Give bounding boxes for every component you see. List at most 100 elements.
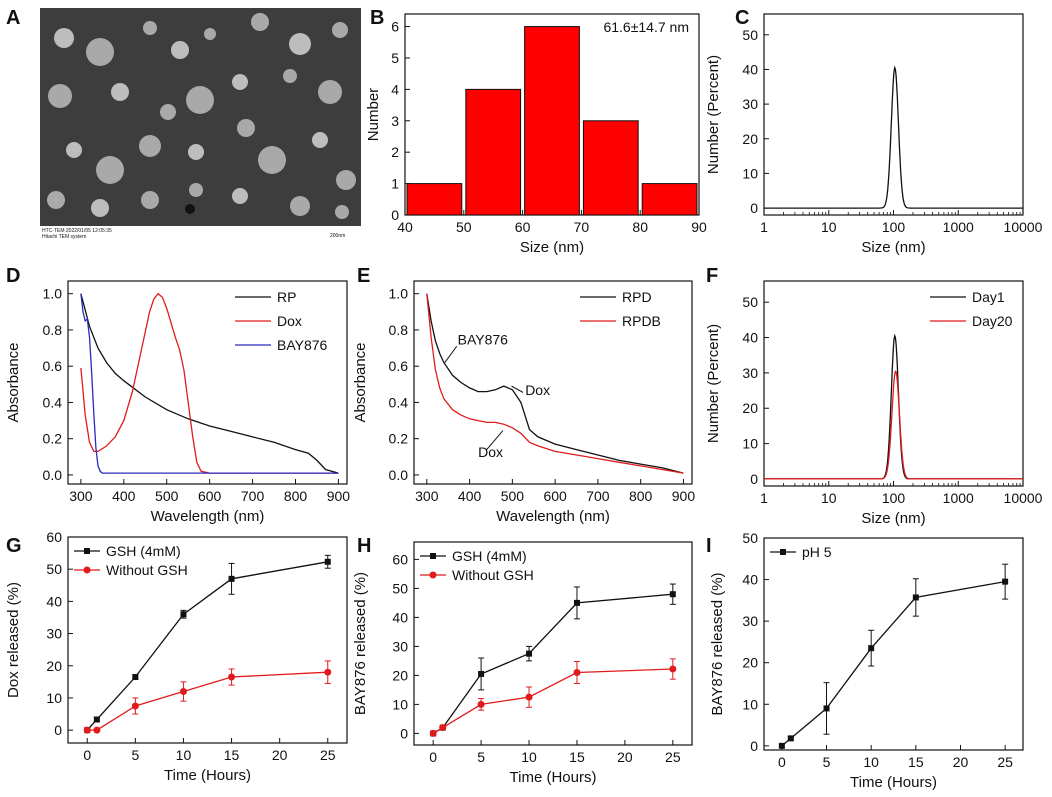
data-point-square [912,594,919,601]
series-line [87,671,328,731]
chart-h: 0 5 10 15 20 25 0 10 20 30 40 50 60 Time (Hours) BAY87… [352,541,693,786]
chart-b: 40 50 60 70 80 90 0 1 2 3 4 5 6 Size (nm) Number 61.6±1… [365,13,707,256]
legend-label: Without GSH [106,562,188,578]
y-tick-label: 50 [742,294,758,310]
y-axis-label: Dox released (%) [5,582,22,698]
x-tick-label: 800 [629,488,653,504]
data-point-square [1002,578,1009,585]
x-tick-label: 10 [821,219,837,235]
y-tick-label: 0.4 [389,394,409,410]
x-tick-label: 90 [691,219,707,235]
tem-particle [188,144,204,160]
data-point-square [787,735,794,742]
y-tick-label: 10 [742,696,758,712]
y-tick-label: 2 [391,144,399,160]
histogram-bar [465,88,522,216]
y-tick-label: 40 [742,330,758,346]
y-tick-label: 50 [46,561,62,577]
panel-label-c: C [735,7,749,29]
panel-label-d: D [6,265,20,287]
y-tick-label: 0.8 [43,322,63,338]
x-tick-label: 300 [415,488,439,504]
x-tick-label: 1 [760,219,768,235]
data-point-square [868,645,875,652]
y-axis-label: Number (Percent) [705,324,722,443]
plot-frame [67,536,348,744]
y-tick-label: 0 [54,722,62,738]
tem-particle [232,74,248,90]
histogram-bar [582,120,639,216]
tem-particle [332,22,348,38]
x-tick-label: 5 [477,749,485,765]
x-tick-label: 400 [112,488,136,504]
tem-particle [111,83,129,101]
y-tick-label: 50 [392,580,408,596]
tem-particle [47,191,65,209]
tem-particle [139,135,161,157]
data-point-square [228,575,235,582]
tem-particle [251,13,269,31]
x-axis-label: Time (Hours) [510,769,597,786]
y-axis-label: Absorbance [352,342,369,422]
y-tick-label: 1 [391,176,399,192]
x-tick-label: 900 [672,488,696,504]
data-point-square [573,599,580,606]
tem-particle [318,80,342,104]
tem-particle [189,183,203,197]
y-tick-label: 20 [742,655,758,671]
tem-caption-line2: Hitachi TEM system [42,234,86,240]
data-point-circle [573,669,581,676]
y-tick-label: 0 [750,200,758,216]
size-distribution-line [764,370,1023,480]
y-axis-label: BAY876 released (%) [709,572,726,715]
y-tick-label: 60 [46,529,62,545]
x-tick-label: 600 [543,488,567,504]
plot-frame [763,537,1024,751]
y-tick-label: 0.0 [43,467,63,483]
x-tick-label: 1000 [943,219,974,235]
tem-caption-line1: HTC-TEM 2022/01/05 12:05:35 [42,228,112,234]
x-tick-label: 600 [198,488,222,504]
chart-i: 0 5 10 15 20 25 0 10 20 30 40 50 Time (Hours) BAY876 … [709,530,1024,791]
panel-label-g: G [6,535,22,557]
data-point-circle [439,724,447,732]
x-tick-label: 70 [574,219,590,235]
histogram-bar [406,183,463,216]
legend-label: Without GSH [452,567,534,583]
y-tick-label: 5 [391,50,399,66]
data-point-circle [228,673,236,681]
tem-micrograph [40,8,361,240]
tem-particle [204,28,216,40]
x-tick-label: 10 [521,749,537,765]
data-point-circle [131,702,139,710]
x-tick-label: 10 [176,747,192,763]
data-point-circle [83,726,91,734]
y-tick-label: 30 [742,613,758,629]
tem-particle [96,156,124,184]
y-axis-label: Number (Percent) [705,55,722,174]
data-point-circle [669,665,677,673]
tem-particle [237,119,255,137]
legend-marker [84,548,90,554]
plot-frame [413,280,693,485]
size-annotation: 61.6±14.7 nm [603,19,689,35]
x-axis-label: Time (Hours) [164,767,251,784]
series-line [432,593,673,734]
x-tick-label: 20 [953,754,969,770]
y-tick-label: 20 [742,131,758,147]
legend-label: RP [277,289,296,305]
tem-particle [91,199,109,217]
y-axis-label: Absorbance [5,342,22,422]
y-tick-label: 10 [392,696,408,712]
tem-scale-text: 200nm [330,233,345,239]
x-tick-label: 5 [823,754,831,770]
y-tick-label: 50 [742,530,758,546]
tem-particle [141,191,159,209]
panel-label-h: H [357,535,371,557]
y-tick-label: 40 [46,593,62,609]
x-tick-label: 0 [83,747,91,763]
x-tick-label: 700 [586,488,610,504]
y-tick-label: 0.0 [389,467,409,483]
